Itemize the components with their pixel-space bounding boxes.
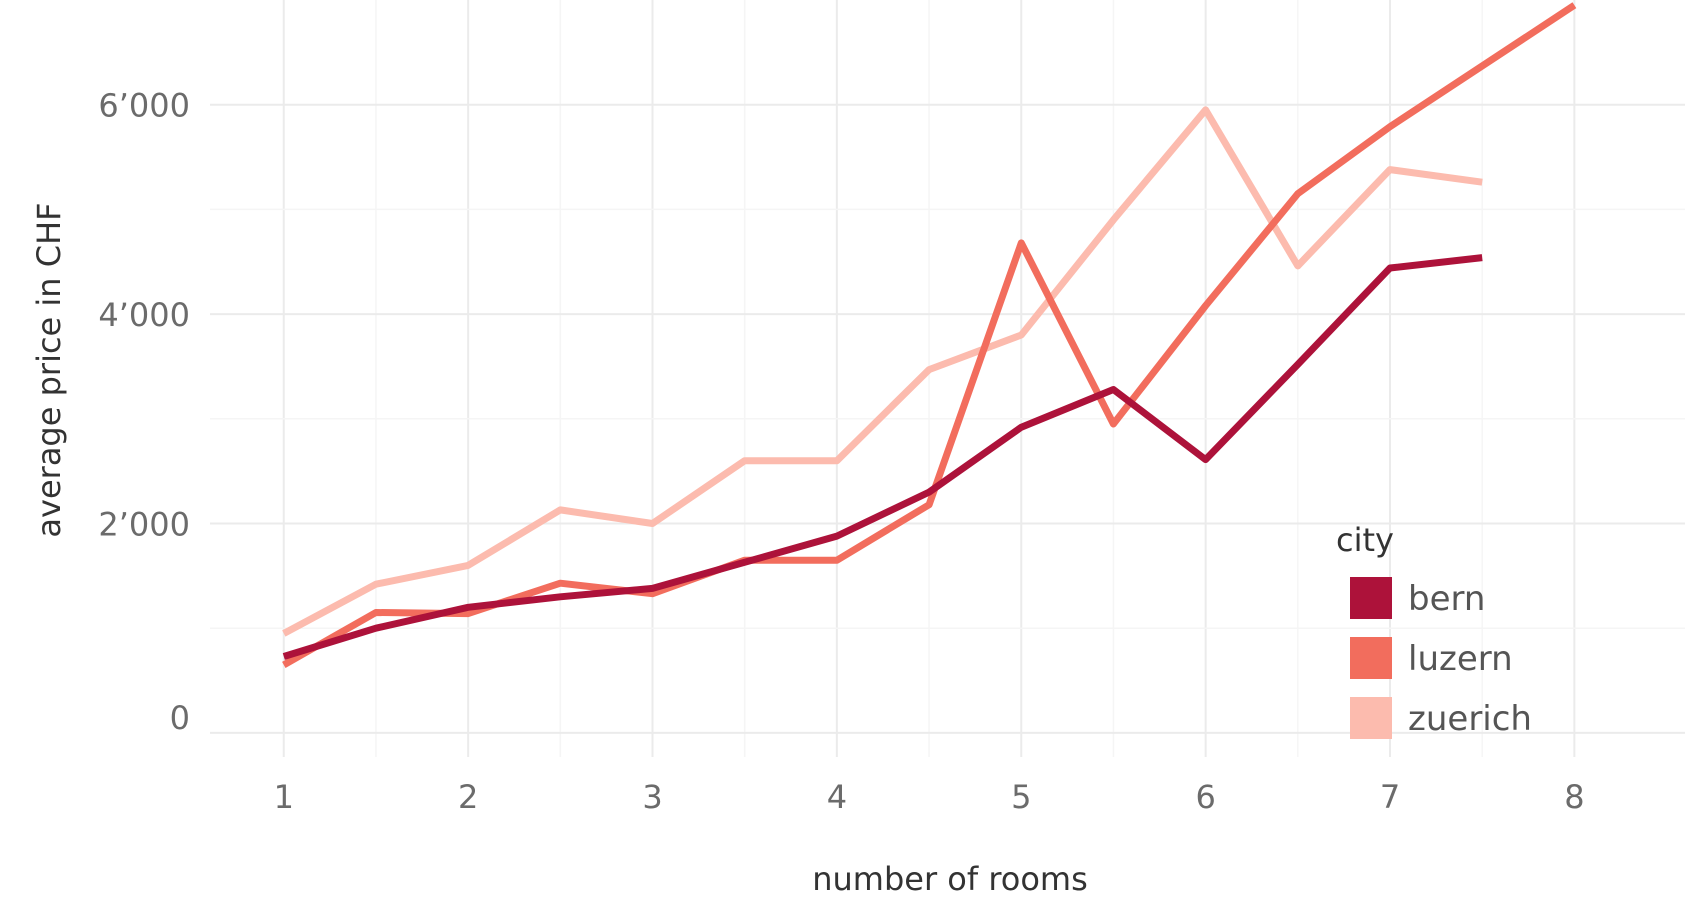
x-axis-ticks: 1 2 3 4 5 6 7 8 <box>274 778 1585 816</box>
series-line-bern <box>282 254 1483 660</box>
legend-label: bern <box>1408 579 1485 619</box>
legend-swatch <box>1350 577 1392 619</box>
x-tick-label: 6 <box>1195 778 1215 816</box>
legend-item-bern: bern <box>1350 577 1485 619</box>
x-tick-label: 3 <box>642 778 662 816</box>
x-tick-label: 1 <box>274 778 294 816</box>
legend-title: city <box>1336 521 1394 559</box>
legend-swatch <box>1350 697 1392 739</box>
legend-swatch <box>1350 637 1392 679</box>
x-tick-label: 7 <box>1380 778 1400 816</box>
series-lines <box>282 2 1577 668</box>
x-axis-title: number of rooms <box>812 860 1088 898</box>
y-tick-label: 2’000 <box>98 506 190 544</box>
x-tick-label: 4 <box>827 778 847 816</box>
y-tick-label: 0 <box>170 699 190 737</box>
y-tick-label: 6’000 <box>98 87 190 125</box>
x-tick-label: 5 <box>1011 778 1031 816</box>
y-axis-ticks: 0 2’000 4’000 6’000 <box>98 87 190 737</box>
legend-item-luzern: luzern <box>1350 637 1513 679</box>
grid-lines <box>210 0 1685 757</box>
y-tick-label: 4’000 <box>98 296 190 334</box>
legend-label: zuerich <box>1408 699 1532 739</box>
legend-label: luzern <box>1408 639 1513 679</box>
legend-item-zuerich: zuerich <box>1350 697 1532 739</box>
legend: city bern luzern zuerich <box>1336 521 1532 739</box>
y-axis-title: average price in CHF <box>30 202 68 537</box>
x-tick-label: 2 <box>458 778 478 816</box>
legend-items: bern luzern zuerich <box>1350 577 1532 739</box>
series-line-zuerich <box>282 106 1483 637</box>
x-tick-label: 8 <box>1564 778 1584 816</box>
